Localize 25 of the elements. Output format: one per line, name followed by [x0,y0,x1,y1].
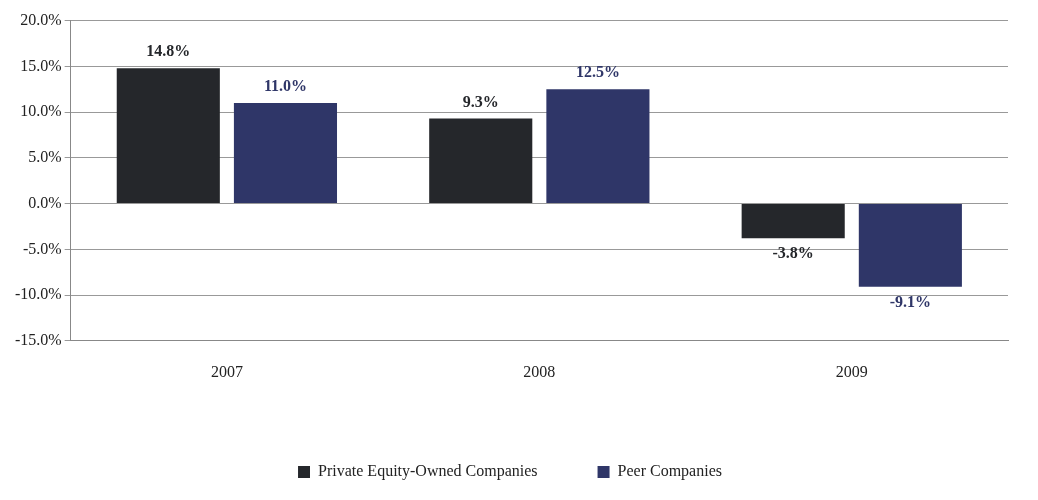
y-tick-label: -10.0% [15,285,62,303]
y-tick-label: 10.0% [20,102,62,120]
data-label: 9.3% [462,92,499,110]
bar [858,204,962,287]
data-label: -3.8% [772,244,814,262]
data-label: 14.8% [146,42,191,60]
legend-label: Private Equity-Owned Companies [318,462,538,481]
x-tick-label: 2008 [523,362,556,380]
y-tick-label: 15.0% [20,56,62,74]
y-tick-label: 0.0% [28,193,62,211]
x-tick-label: 2009 [835,362,868,380]
bar [741,204,845,239]
bar [429,118,533,204]
y-tick-label: 5.0% [28,148,62,166]
bar [546,89,650,204]
y-tick-label: 20.0% [20,10,62,28]
y-tick-label: -5.0% [23,239,62,257]
bar [116,68,220,204]
data-label: -9.1% [889,292,932,310]
x-tick-label: 2007 [210,362,243,380]
bar [233,102,338,204]
legend-label: Peer Companies [617,462,722,481]
data-label: 12.5% [575,63,620,81]
data-label: 11.0% [263,77,308,95]
y-tick-label: -15.0% [15,331,62,348]
